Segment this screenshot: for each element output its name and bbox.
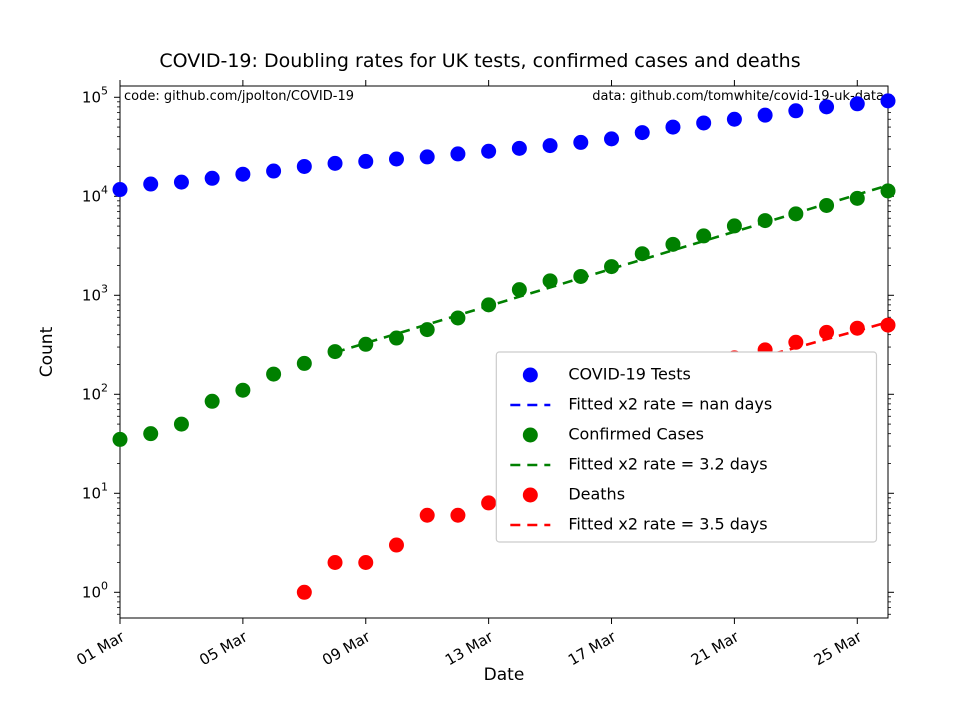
tests-point — [696, 115, 711, 130]
cases-point — [450, 310, 465, 325]
cases-point — [665, 237, 680, 252]
cases-point — [481, 297, 496, 312]
cases-point — [881, 183, 896, 198]
cases-point — [205, 394, 220, 409]
tests-point — [881, 93, 896, 108]
x-tick-label: 01 Mar — [73, 627, 128, 669]
tests-point — [727, 112, 742, 127]
cases-point — [758, 213, 773, 228]
tests-point — [113, 182, 128, 197]
x-tick-label: 13 Mar — [442, 627, 497, 669]
tests-point — [758, 108, 773, 123]
tests-point — [573, 135, 588, 150]
cases-point — [113, 432, 128, 447]
chart-title: COVID-19: Doubling rates for UK tests, c… — [0, 50, 960, 72]
cases-point — [850, 191, 865, 206]
cases-point — [727, 218, 742, 233]
tests-point — [143, 177, 158, 192]
tests-point — [635, 125, 650, 140]
tests-point — [235, 167, 250, 182]
deaths-point — [819, 325, 834, 340]
tests-point — [205, 171, 220, 186]
tests-point — [266, 164, 281, 179]
chart-container: COVID-19: Doubling rates for UK tests, c… — [0, 0, 960, 720]
svg-text:104: 104 — [82, 183, 108, 205]
legend-label: Fitted x2 rate = 3.5 days — [568, 515, 767, 534]
svg-text:101: 101 — [82, 480, 108, 502]
tests-point — [420, 149, 435, 164]
cases-point — [696, 228, 711, 243]
tests-point — [328, 156, 343, 171]
deaths-point — [450, 508, 465, 523]
legend: COVID-19 Tests Fitted x2 rate = nan days C… — [496, 352, 876, 542]
cases-point — [143, 426, 158, 441]
tests-point — [819, 99, 834, 114]
tests-point — [604, 131, 619, 146]
cases-point — [573, 269, 588, 284]
cases-point — [819, 198, 834, 213]
tests-point — [297, 159, 312, 174]
legend-label: Confirmed Cases — [568, 425, 704, 444]
svg-text:105: 105 — [82, 84, 108, 106]
tests-point — [665, 120, 680, 135]
deaths-point — [850, 321, 865, 336]
deaths-point — [297, 585, 312, 600]
tests-point — [358, 154, 373, 169]
deaths-point — [420, 508, 435, 523]
deaths-point — [328, 555, 343, 570]
cases-point — [297, 356, 312, 371]
svg-text:100: 100 — [82, 579, 108, 601]
cases-point — [512, 282, 527, 297]
svg-text:102: 102 — [82, 381, 108, 403]
deaths-point — [358, 555, 373, 570]
tests-point — [512, 141, 527, 156]
legend-label: Fitted x2 rate = 3.2 days — [568, 455, 767, 474]
svg-text:103: 103 — [82, 282, 108, 304]
cases-point — [420, 322, 435, 337]
tests-point — [174, 175, 189, 190]
deaths-point — [481, 495, 496, 510]
subtitle-right: data: github.com/tomwhite/covid-19-uk-da… — [592, 89, 884, 104]
cases-point — [543, 273, 558, 288]
cases-point — [328, 344, 343, 359]
x-tick-label: 25 Mar — [811, 627, 866, 669]
cases-point — [604, 259, 619, 274]
x-tick-label: 21 Mar — [688, 627, 743, 669]
x-tick-label: 09 Mar — [319, 627, 374, 669]
cases-point — [266, 367, 281, 382]
chart-plot: 100 101 102 103 104 105 01 Mar 05 Mar 09 Mar 13 M… — [0, 0, 960, 720]
legend-label: Fitted x2 rate = nan days — [568, 395, 772, 414]
tests-point — [788, 103, 803, 118]
legend-label: COVID-19 Tests — [568, 365, 691, 384]
subtitle-left: code: github.com/jpolton/COVID-19 — [124, 89, 354, 104]
tests-point — [389, 152, 404, 167]
tests-point — [481, 144, 496, 159]
tests-point — [450, 146, 465, 161]
cases-point — [358, 337, 373, 352]
cases-point — [174, 417, 189, 432]
x-axis-label: Date — [484, 665, 525, 685]
tests-point — [850, 96, 865, 111]
cases-point — [788, 206, 803, 221]
deaths-point — [881, 318, 896, 333]
cases-point — [635, 246, 650, 261]
y-axis-label: Count — [37, 326, 57, 377]
x-tick-label: 17 Mar — [565, 627, 620, 669]
legend-label: Deaths — [568, 485, 625, 504]
x-tick-label: 05 Mar — [196, 627, 251, 669]
cases-point — [389, 331, 404, 346]
deaths-point — [389, 538, 404, 553]
tests-point — [543, 138, 558, 153]
cases-point — [235, 383, 250, 398]
deaths-point — [788, 335, 803, 350]
